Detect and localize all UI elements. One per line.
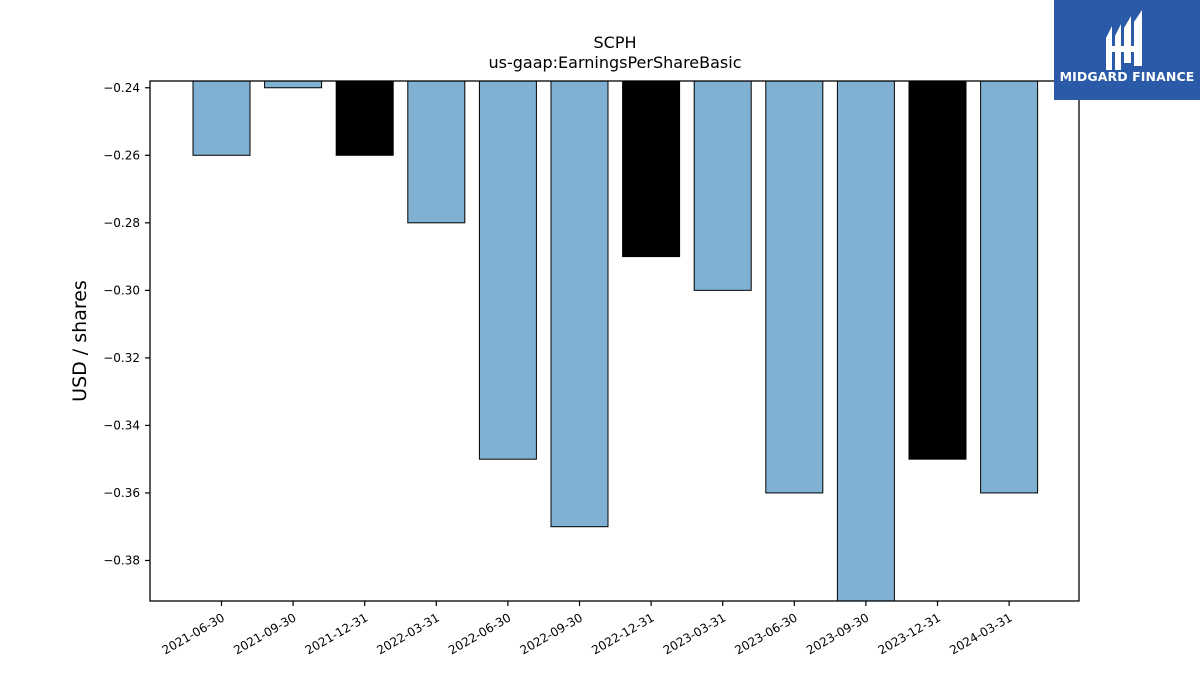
plot-frame xyxy=(149,80,1080,602)
x-ticks-group: 2021-06-30 2021-09-30 2021-12-31 2022-03-31… xyxy=(160,601,1015,657)
brand-name: MIDGARD FINANCE xyxy=(1059,69,1195,84)
bar-2023-03-31 xyxy=(693,80,752,291)
x-tick-label: 2022-06-30 xyxy=(446,610,513,657)
bar-2021-12-31 xyxy=(335,80,394,156)
x-tick-label: 2022-12-31 xyxy=(589,610,656,657)
bar-2023-09-30 xyxy=(836,80,895,602)
bar-2022-03-31 xyxy=(407,80,466,224)
y-tick-label: −0.28 xyxy=(103,216,140,230)
bar-2021-09-30 xyxy=(264,80,323,89)
x-tick-label: 2021-06-30 xyxy=(160,610,227,657)
x-tick-label: 2023-12-31 xyxy=(876,610,943,657)
bars-group xyxy=(192,80,1039,602)
x-tick-label: 2021-09-30 xyxy=(231,610,298,657)
bar-2023-12-31 xyxy=(908,80,967,460)
y-ticks-group: −0.24 −0.26 −0.28 −0.30 −0.32 −0.34 −0.36 −0.38 xyxy=(103,81,150,567)
x-tick-label: 2024-03-31 xyxy=(947,610,1014,657)
y-tick-label: −0.34 xyxy=(103,418,140,432)
brand-logo: MIDGARD FINANCE xyxy=(1054,0,1200,100)
x-tick-label: 2021-12-31 xyxy=(303,610,370,657)
y-tick-label: −0.30 xyxy=(103,283,140,297)
chart-subtitle: us-gaap:EarningsPerShareBasic xyxy=(488,53,741,72)
bar-2024-03-31 xyxy=(980,80,1039,494)
bar-2023-06-30 xyxy=(765,80,824,494)
bar-2022-09-30 xyxy=(550,80,609,528)
y-tick-label: −0.24 xyxy=(103,81,140,95)
y-axis-label: USD / shares xyxy=(69,280,91,402)
chart-title: SCPH xyxy=(593,33,636,52)
y-tick-label: −0.36 xyxy=(103,486,140,500)
x-tick-label: 2022-03-31 xyxy=(374,610,441,657)
y-tick-label: −0.38 xyxy=(103,553,140,567)
y-tick-label: −0.32 xyxy=(103,351,140,365)
bar-2022-12-31 xyxy=(622,80,681,258)
y-tick-label: −0.26 xyxy=(103,148,140,162)
x-tick-label: 2023-03-31 xyxy=(661,610,728,657)
x-tick-label: 2023-06-30 xyxy=(732,610,799,657)
bar-2022-06-30 xyxy=(478,80,537,460)
x-tick-label: 2022-09-30 xyxy=(518,610,585,657)
brand-mark-icon xyxy=(1106,10,1142,70)
x-tick-label: 2023-09-30 xyxy=(804,610,871,657)
bar-2021-06-30 xyxy=(192,80,251,156)
